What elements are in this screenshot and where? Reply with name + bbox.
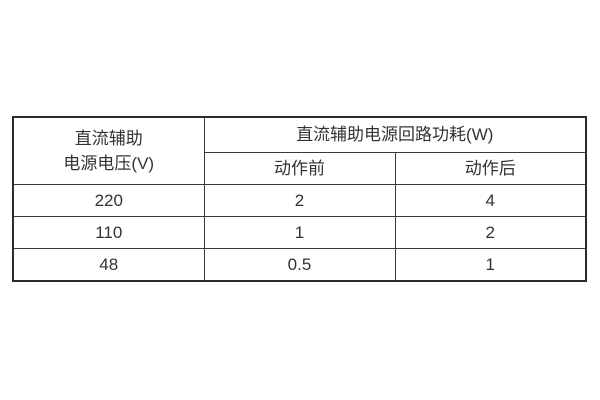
voltage-header-line1: 直流辅助 xyxy=(74,129,143,149)
voltage-header-line2: 电源电压(V) xyxy=(63,153,155,173)
header-row-1: 直流辅助 电源电压(V) 直流辅助电源回路功耗(W) xyxy=(12,116,587,185)
before-action-header: 动作前 xyxy=(203,152,396,185)
voltage-header-cell: 直流辅助 电源电压(V) xyxy=(12,116,205,185)
after-action-header: 动作后 xyxy=(394,152,587,185)
power-consumption-table: 直流辅助 电源电压(V) 直流辅助电源回路功耗(W) 动作前 动作后 220 2… xyxy=(12,116,587,282)
table-row-220: 220 2 4 xyxy=(12,184,587,217)
consumption-header-cell: 直流辅助电源回路功耗(W) xyxy=(203,116,587,153)
voltage-value: 220 xyxy=(12,184,205,217)
after-action-value: 1 xyxy=(394,248,587,282)
header-row-2: 动作前 动作后 xyxy=(13,152,587,185)
before-action-value: 2 xyxy=(203,184,396,217)
voltage-value: 110 xyxy=(12,216,205,249)
after-action-value: 2 xyxy=(394,216,587,249)
before-action-value: 0.5 xyxy=(203,248,396,282)
after-action-value: 4 xyxy=(394,184,587,217)
voltage-value: 48 xyxy=(12,248,205,282)
table-row-48: 48 0.5 1 xyxy=(12,248,587,282)
table-row-110: 110 1 2 xyxy=(12,216,587,249)
before-action-value: 1 xyxy=(203,216,396,249)
